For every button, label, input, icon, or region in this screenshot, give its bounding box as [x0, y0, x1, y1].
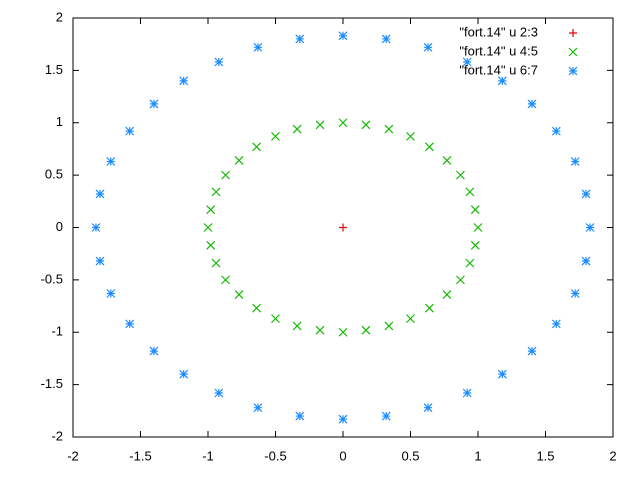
point [106, 157, 116, 166]
point [442, 156, 452, 165]
point [292, 321, 302, 331]
point [315, 120, 325, 130]
point [551, 319, 561, 329]
legend-label: "fort.14" u 4:5 [459, 43, 538, 58]
point [381, 411, 391, 421]
point [211, 258, 221, 268]
legend-marker [568, 66, 578, 76]
point [423, 403, 433, 413]
point [406, 314, 415, 324]
x-tick-label: 2 [609, 448, 616, 463]
point [423, 42, 433, 52]
point [497, 369, 507, 379]
point [384, 124, 394, 134]
legend-label: "fort.14" u 6:7 [459, 62, 538, 77]
x-tick-label: 0.5 [401, 448, 419, 463]
y-tick-label: 1.5 [45, 62, 63, 77]
y-tick-label: -2 [51, 428, 63, 443]
y-tick-label: 0 [56, 219, 63, 234]
point [338, 327, 348, 337]
point [570, 289, 580, 298]
point [179, 76, 189, 86]
point [473, 223, 483, 232]
point [381, 34, 391, 44]
point [424, 142, 434, 152]
point [295, 411, 305, 421]
point [406, 131, 415, 141]
point [527, 99, 537, 109]
point [581, 189, 591, 199]
point [470, 240, 480, 250]
point [456, 170, 465, 180]
point [206, 205, 216, 215]
point [361, 120, 371, 130]
x-tick-label: 1.5 [536, 448, 554, 463]
point [211, 187, 221, 197]
point [214, 57, 224, 67]
point [465, 187, 475, 197]
point [462, 388, 472, 398]
point [462, 57, 472, 67]
point [585, 223, 595, 232]
point [206, 240, 216, 250]
point [361, 325, 371, 335]
y-tick-label: -1.5 [41, 376, 63, 391]
point [292, 124, 302, 134]
point [234, 156, 244, 165]
point [221, 170, 230, 180]
point [470, 205, 480, 215]
point [214, 388, 224, 398]
point [551, 126, 561, 136]
point [253, 403, 263, 413]
point [125, 126, 135, 136]
point [91, 223, 101, 232]
point [252, 303, 262, 313]
point [338, 414, 348, 424]
x-tick-label: -2 [67, 448, 79, 463]
point [149, 346, 159, 356]
point [442, 290, 452, 299]
point [253, 42, 263, 52]
point [581, 256, 591, 266]
x-tick-label: 0 [339, 448, 346, 463]
point [271, 131, 280, 141]
point [456, 275, 465, 285]
point [570, 157, 580, 166]
point [527, 346, 537, 356]
point [338, 118, 348, 128]
point [149, 99, 159, 109]
point [179, 369, 189, 379]
point [271, 314, 280, 324]
y-tick-label: -0.5 [41, 271, 63, 286]
x-tick-label: 1 [474, 448, 481, 463]
legend-marker [569, 29, 577, 37]
y-tick-label: 1 [56, 114, 63, 129]
point [234, 290, 244, 299]
y-tick-label: -1 [51, 324, 63, 339]
point [338, 31, 348, 41]
y-tick-label: 2 [56, 9, 63, 24]
point [424, 303, 434, 313]
x-tick-label: -1.5 [129, 448, 151, 463]
point [315, 325, 325, 335]
point [125, 319, 135, 329]
x-tick-label: -0.5 [264, 448, 286, 463]
point [295, 34, 305, 44]
legend-marker [568, 47, 578, 57]
point [339, 223, 347, 232]
point [384, 321, 394, 331]
point [95, 256, 105, 266]
point [221, 275, 230, 285]
point [497, 76, 507, 86]
point [203, 223, 213, 232]
point [252, 142, 262, 152]
point [465, 258, 475, 268]
legend-label: "fort.14" u 2:3 [459, 24, 538, 39]
point [106, 289, 116, 298]
point [95, 189, 105, 199]
x-tick-label: -1 [202, 448, 214, 463]
y-tick-label: 0.5 [45, 167, 63, 182]
